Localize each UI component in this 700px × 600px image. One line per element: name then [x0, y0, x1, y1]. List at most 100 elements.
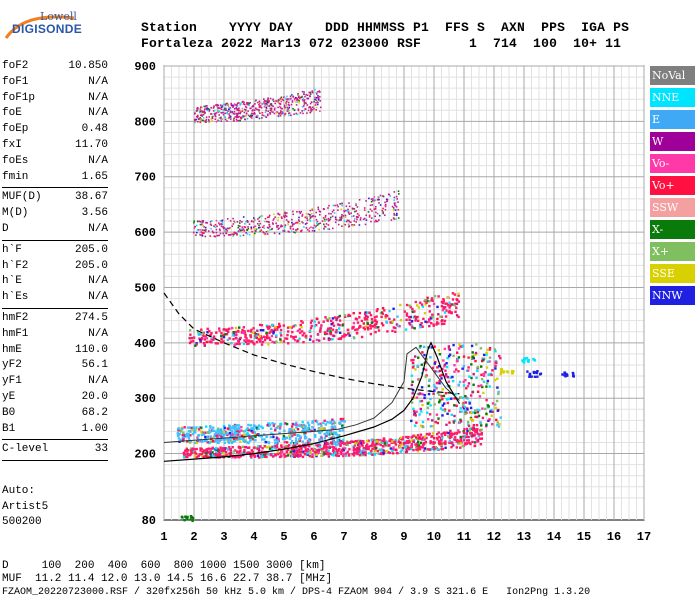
echo-point: [433, 403, 436, 406]
echo-point: [296, 101, 298, 103]
echo-point: [443, 431, 447, 434]
echo-point: [441, 367, 444, 371]
echo-point: [410, 447, 413, 451]
echo-point: [220, 430, 224, 434]
echo-point: [319, 211, 321, 213]
echo-point: [260, 229, 263, 232]
echo-point: [232, 437, 236, 440]
echo-point: [186, 517, 189, 520]
echo-point: [196, 229, 199, 231]
echo-point: [263, 227, 266, 229]
echo-point: [405, 450, 409, 453]
echo-point: [272, 98, 274, 101]
echo-point: [226, 111, 228, 114]
echo-point: [421, 392, 424, 396]
echo-point: [198, 453, 202, 456]
echo-point: [471, 391, 474, 394]
echo-point: [452, 444, 455, 447]
echo-point: [183, 454, 186, 457]
echo-point: [496, 409, 499, 412]
echo-point: [246, 117, 249, 120]
echo-point: [532, 371, 536, 375]
echo-point: [281, 111, 283, 113]
echo-point: [420, 399, 424, 403]
echo-point: [412, 389, 415, 392]
echo-point: [260, 337, 263, 340]
echo-point: [296, 228, 298, 231]
echo-point: [296, 424, 299, 427]
echo-point: [340, 452, 343, 456]
echo-point: [258, 335, 261, 338]
echo-point: [318, 427, 322, 430]
echo-point: [450, 441, 454, 444]
echo-point: [266, 337, 269, 340]
echo-point: [470, 432, 473, 435]
echo-point: [300, 210, 302, 213]
echo-point: [479, 421, 482, 424]
echo-point: [426, 299, 429, 302]
echo-point: [482, 357, 485, 360]
echo-point: [459, 407, 462, 410]
echo-point: [323, 427, 326, 430]
echo-point: [236, 430, 240, 433]
echo-point: [213, 433, 217, 436]
echo-point: [326, 433, 330, 436]
echo-point: [283, 453, 286, 456]
echo-point: [239, 222, 241, 224]
echo-point: [371, 198, 374, 200]
echo-point: [212, 426, 215, 429]
echo-point: [263, 231, 265, 234]
echo-point: [358, 316, 361, 319]
echo-point: [294, 335, 297, 338]
echo-point: [376, 440, 379, 443]
echo-point: [318, 97, 320, 100]
echo-point: [258, 110, 260, 113]
echo-point: [353, 220, 356, 222]
echo-point: [315, 99, 318, 102]
echo-point: [441, 447, 445, 451]
echo-point: [332, 422, 335, 425]
echo-point: [319, 327, 322, 330]
echo-point: [325, 450, 328, 453]
echo-point: [425, 321, 429, 324]
echo-point: [372, 324, 375, 328]
echo-point: [374, 323, 377, 326]
echo-point: [211, 117, 214, 120]
echo-point: [464, 442, 467, 445]
echo-point: [471, 434, 475, 437]
echo-point: [306, 450, 310, 454]
echo-point: [208, 455, 211, 459]
echo-point: [218, 228, 221, 231]
echo-point: [278, 232, 281, 235]
param-name: B1: [2, 422, 16, 435]
echo-point: [420, 303, 424, 306]
echo-point: [359, 451, 362, 455]
echo-point: [473, 434, 476, 437]
echo-point: [329, 338, 332, 341]
echo-point: [351, 207, 354, 210]
echo-point: [215, 439, 218, 443]
echo-point: [195, 343, 198, 346]
echo-point: [319, 213, 321, 216]
echo-point: [261, 447, 264, 450]
logo-swoosh-icon: [4, 15, 75, 39]
echo-point: [266, 233, 269, 235]
echo-point: [266, 451, 269, 454]
echo-point: [411, 439, 414, 442]
echo-point: [340, 419, 343, 422]
echo-point: [206, 222, 208, 224]
echo-point: [391, 205, 394, 208]
echo-point: [399, 441, 402, 445]
echo-point: [290, 425, 294, 428]
echo-point: [458, 380, 462, 384]
echo-point: [393, 191, 396, 193]
echo-point: [213, 435, 216, 438]
echo-point: [268, 423, 272, 427]
echo-point: [250, 228, 253, 230]
echo-point: [397, 324, 400, 327]
echo-point: [260, 106, 263, 109]
echo-point: [419, 301, 422, 304]
echo-point: [411, 310, 415, 314]
echo-point: [267, 441, 271, 445]
echo-point: [262, 114, 265, 117]
